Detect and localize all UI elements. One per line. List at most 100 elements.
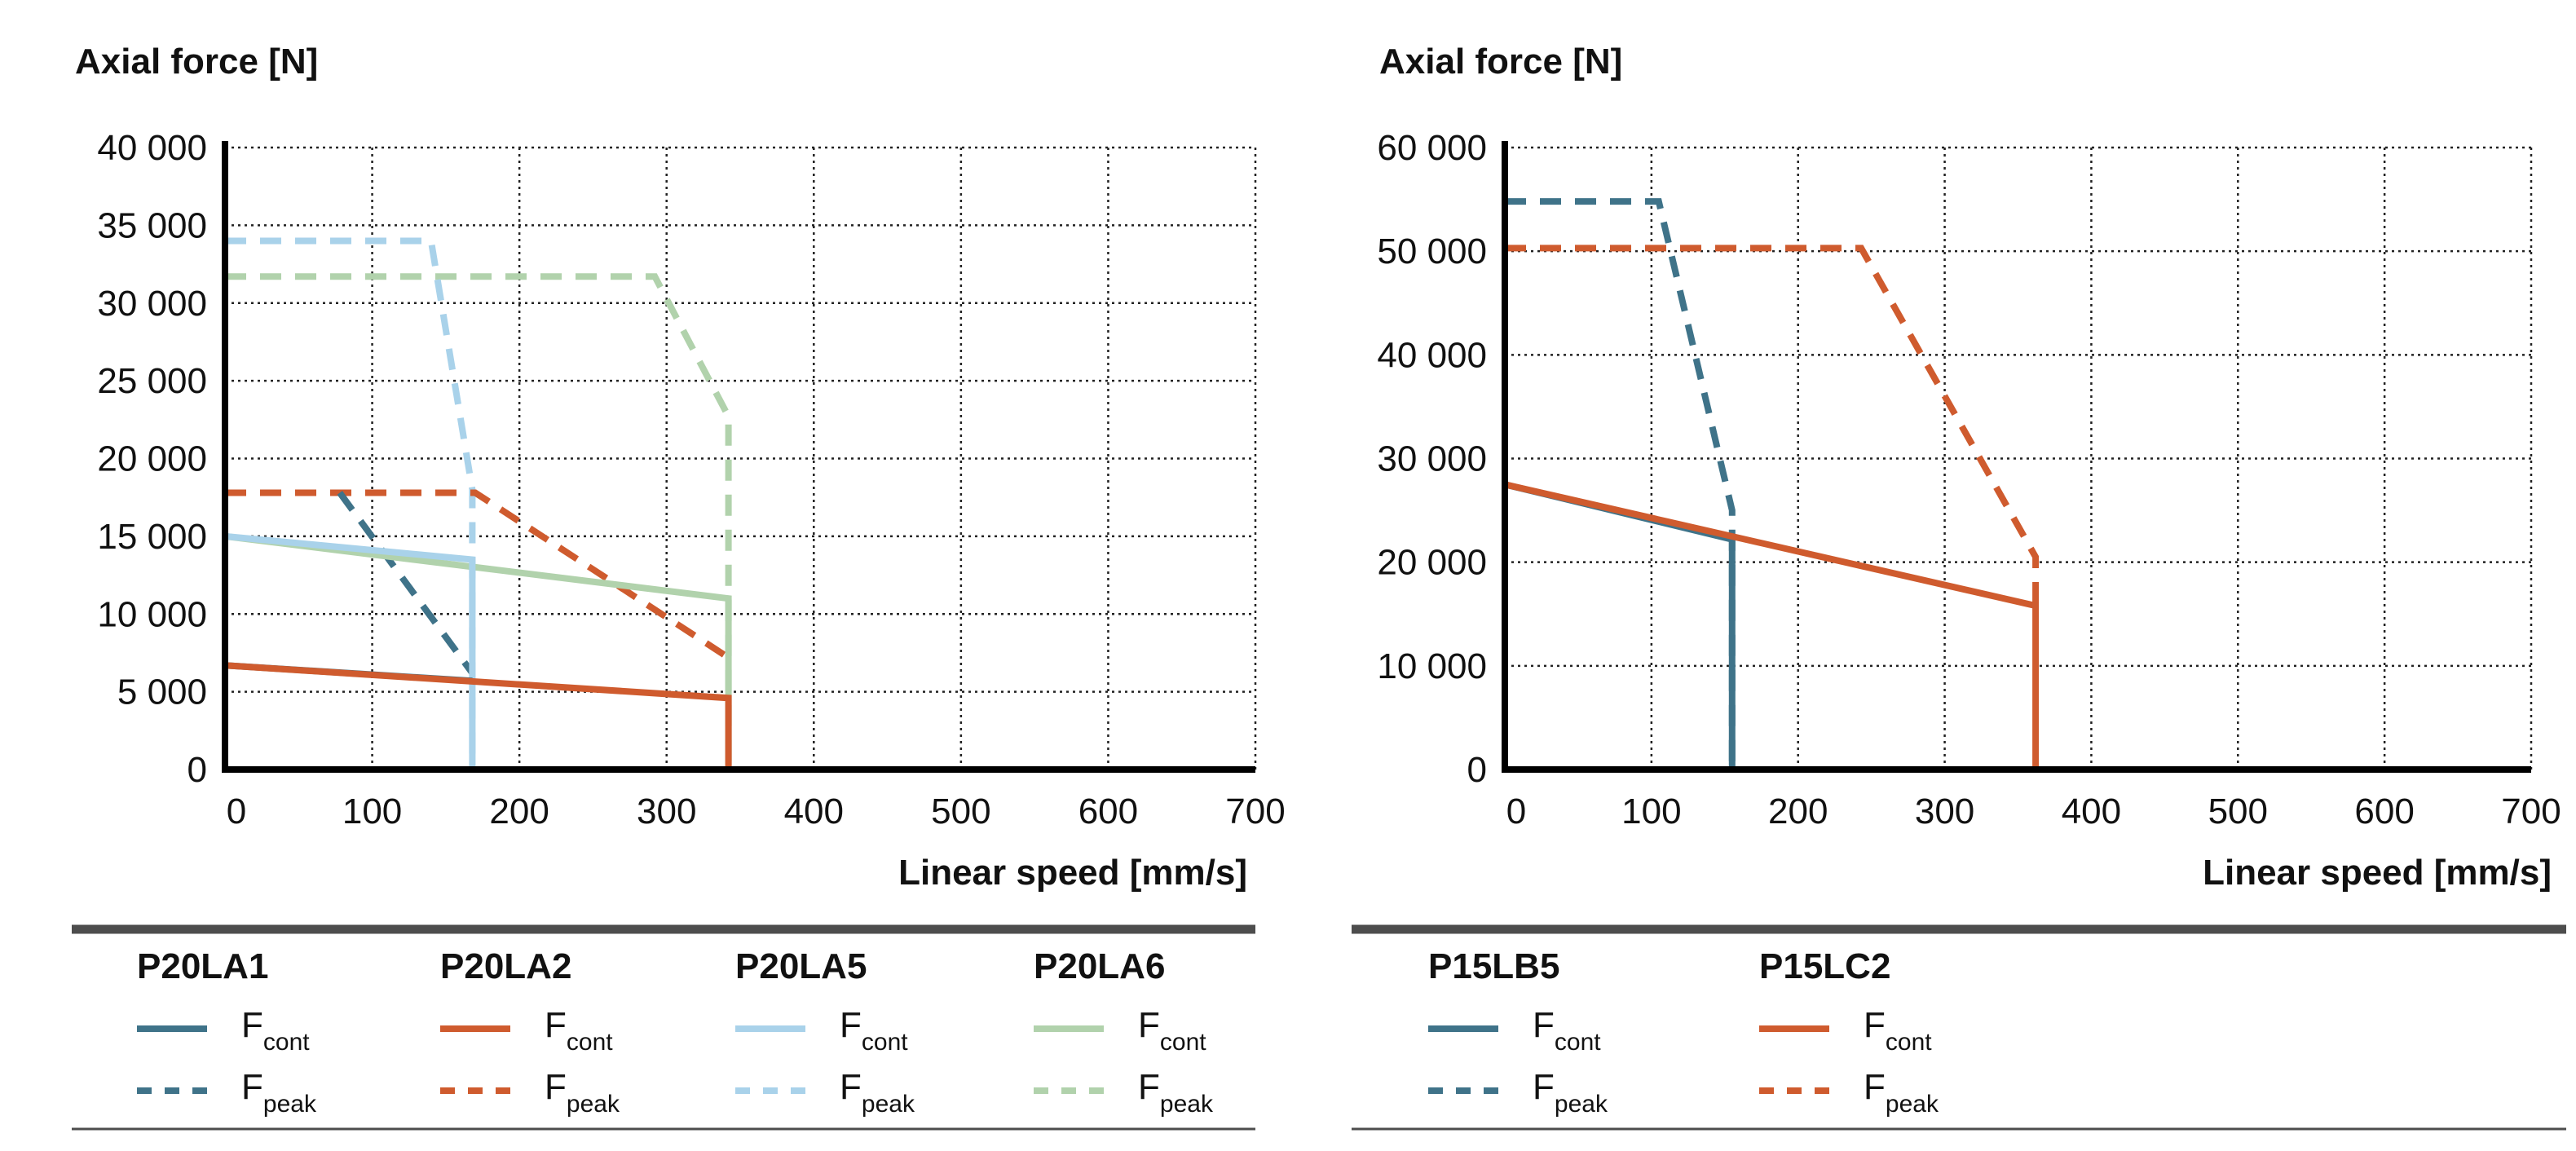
legend-symbol: F [1533,1005,1555,1045]
x-tick-label: 300 [637,792,696,831]
legend-symbol: F [241,1005,263,1045]
x-axis-title: Linear speed [mm/s] [898,853,1247,893]
series-line-p15lb5-peak [1505,198,1736,770]
y-tick-label: 30 000 [97,284,207,324]
legend-symbol: F [1138,1005,1160,1045]
y-tick-label: 30 000 [1377,439,1487,479]
legend-subscript: peak [1160,1091,1214,1118]
legend-group-title: P15LB5 [1428,946,1559,986]
x-tick-label: 600 [2354,792,2414,831]
series-line-p15lc2-cont [1504,481,2040,770]
x-tick-label: 500 [931,792,990,831]
x-tick-label: 300 [1915,792,1974,831]
legend: P20LA1FcontFpeakP20LA2FcontFpeakP20LA5Fc… [72,924,1255,1131]
series-line-p20la6-peak [225,273,732,770]
x-tick-label: 0 [1506,792,1526,831]
legend-label-peak: Fpeak [545,1067,620,1118]
y-axis-title: Axial force [N] [75,42,318,82]
legend-label-peak: Fpeak [1533,1067,1608,1118]
legend-label-cont: Fcont [840,1005,908,1056]
x-tick-label: 600 [1078,792,1138,831]
y-tick-label: 40 000 [1377,335,1487,375]
legend-label-cont: Fcont [545,1005,613,1056]
legend-label-peak: Fpeak [241,1067,317,1118]
legend-label-cont: Fcont [1864,1005,1932,1056]
x-tick-label: 100 [342,792,402,831]
y-tick-label: 10 000 [97,594,207,634]
legend-label-cont: Fcont [1533,1005,1601,1056]
y-tick-label: 60 000 [1377,128,1487,168]
y-tick-label: 50 000 [1377,232,1487,271]
legend-label-peak: Fpeak [1864,1067,1939,1118]
legend-subscript: cont [1160,1029,1206,1056]
legend-symbol: F [545,1005,567,1045]
y-tick-label: 25 000 [97,361,207,401]
series-line-p15lc2-peak [1505,245,2040,604]
legend-symbol: F [840,1067,862,1107]
legend-group-title: P20LA6 [1034,946,1165,986]
legend-group-title: P20LA5 [735,946,867,986]
y-tick-label: 10 000 [1377,646,1487,686]
series-line-p20la1-peak [337,491,475,676]
legend-symbol: F [840,1005,862,1045]
y-tick-label: 15 000 [97,517,207,557]
y-tick-label: 5 000 [117,673,207,712]
chart-2: Axial force [N] 0 10 000 20 000 30 000 40 000… [1352,42,2566,1131]
legend-symbol: F [1864,1005,1886,1045]
series-line-p20la2-cont [224,662,732,770]
legend-symbol: F [241,1067,263,1107]
x-tick-label: 200 [489,792,549,831]
series-line-p20la6-cont [224,532,732,770]
legend-group-title: P20LA2 [440,946,571,986]
y-tick-label: 40 000 [97,128,207,168]
x-tick-label: 0 [227,792,246,831]
legend-symbol: F [1138,1067,1160,1107]
series-line-p20la5-cont [224,532,476,770]
x-tick-label: 100 [1621,792,1681,831]
x-tick-label: 200 [1768,792,1828,831]
x-axis-title: Linear speed [mm/s] [2203,853,2552,893]
legend-symbol: F [1533,1067,1555,1107]
legend-subscript: cont [263,1029,310,1056]
legend-subscript: peak [1886,1091,1939,1118]
legend-subscript: cont [567,1029,613,1056]
legend-group-title: P15LC2 [1759,946,1890,986]
y-tick-label: 35 000 [97,205,207,245]
x-tick-label: 400 [2062,792,2121,831]
grid [225,146,1257,770]
grid [1505,146,2533,770]
y-axis-title: Axial force [N] [1379,42,1622,82]
legend-subscript: cont [862,1029,908,1056]
legend-label-peak: Fpeak [1138,1067,1214,1118]
legend-subscript: peak [1555,1091,1608,1118]
x-tick-label: 500 [2208,792,2268,831]
legend-label-cont: Fcont [1138,1005,1206,1056]
series-line-p20la2-peak [225,489,730,661]
y-tick-label: 20 000 [1377,543,1487,583]
legend-label-peak: Fpeak [840,1067,915,1118]
legend-subscript: peak [263,1091,317,1118]
legend-group-title: P20LA1 [137,946,268,986]
legend-symbol: F [1864,1067,1886,1107]
chart-1: Axial force [N] 0 5 000 10 000 15 000 20 000 2… [72,42,1286,1131]
y-tick-label: 0 [1467,750,1487,790]
legend-subscript: peak [862,1091,915,1118]
y-tick-label: 20 000 [97,439,207,479]
y-tick-label: 0 [187,750,207,790]
x-tick-label: 400 [784,792,844,831]
legend-symbol: F [545,1067,567,1107]
legend-subscript: peak [567,1091,620,1118]
legend-subscript: cont [1555,1029,1601,1056]
x-tick-label: 700 [1225,792,1285,831]
x-tick-label: 700 [2501,792,2561,831]
legend-label-cont: Fcont [241,1005,310,1056]
legend-subscript: cont [1886,1029,1932,1056]
